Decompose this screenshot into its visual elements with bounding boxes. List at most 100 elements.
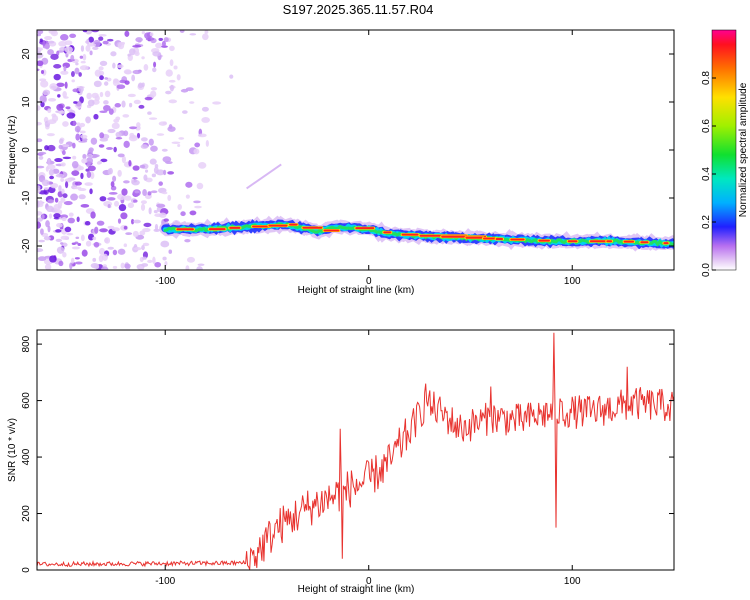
snr-panel: -100 0 100 0 200 400 600 800 Height of straight… <box>7 329 675 595</box>
noise-blob <box>80 45 85 52</box>
noise-blob <box>128 159 132 167</box>
noise-blob <box>141 244 145 251</box>
noise-blob <box>128 48 136 56</box>
noise-blob <box>156 203 166 208</box>
noise-blob <box>62 251 67 258</box>
noise-blob <box>148 207 152 215</box>
noise-blob <box>123 180 130 184</box>
noise-blob <box>144 32 151 39</box>
noise-blob <box>103 105 111 112</box>
noise-blob <box>150 90 157 98</box>
noise-blob <box>38 155 44 160</box>
noise-blob <box>98 66 104 71</box>
noise-blob <box>58 260 64 267</box>
noise-blob <box>72 120 77 127</box>
noise-blob <box>92 257 97 262</box>
noise-blob <box>46 164 56 170</box>
noise-blob <box>113 78 119 84</box>
noise-blob <box>62 90 67 98</box>
noise-blob <box>171 141 181 144</box>
noise-blob <box>204 30 209 34</box>
noise-blob <box>165 90 172 95</box>
noise-blob <box>63 200 73 206</box>
noise-blob <box>176 74 181 81</box>
noise-blob <box>177 144 181 147</box>
snr-ticks: -100 0 100 0 200 400 600 800 <box>21 330 674 587</box>
noise-blob <box>70 54 75 61</box>
noise-blob <box>143 222 152 228</box>
noise-blob <box>49 83 58 91</box>
noise-blob <box>50 30 59 37</box>
noise-blob <box>115 131 122 138</box>
noise-blob <box>92 46 99 51</box>
noise-blob <box>103 81 109 86</box>
noise-blob <box>125 232 133 236</box>
noise-blob <box>163 169 167 176</box>
noise-blob <box>42 89 51 96</box>
spectrogram-ytick-label: 0 <box>21 147 32 153</box>
noise-blob <box>185 265 190 270</box>
noise-blob <box>196 182 204 190</box>
noise-blob <box>107 225 115 230</box>
noise-blob <box>132 165 140 171</box>
noise-blob <box>98 36 104 41</box>
noise-blob <box>62 144 70 147</box>
noise-blob <box>179 30 185 33</box>
noise-blob <box>37 221 42 229</box>
noise-blob <box>52 168 60 174</box>
spectral-hot-red <box>355 227 375 230</box>
noise-blob <box>121 100 126 108</box>
noise-blob <box>41 213 45 220</box>
noise-blob <box>61 216 67 222</box>
noise-blob <box>113 146 117 153</box>
noise-blob <box>60 214 69 219</box>
noise-blob <box>140 137 148 142</box>
noise-blob <box>62 156 72 160</box>
noise-blob <box>60 197 66 203</box>
noise-blob <box>64 46 73 54</box>
noise-blob <box>118 203 127 212</box>
noise-blob <box>58 110 65 115</box>
noise-blob <box>47 158 51 166</box>
noise-blob <box>58 40 67 47</box>
noise-blob <box>189 101 195 104</box>
noise-blob <box>85 240 92 247</box>
noise-blob <box>112 249 118 256</box>
noise-blob <box>186 256 196 263</box>
noise-blob <box>143 174 148 181</box>
noise-region <box>37 30 234 270</box>
noise-blob <box>41 179 50 187</box>
noise-blob <box>49 175 55 180</box>
noise-blob <box>151 173 157 178</box>
noise-blob <box>53 64 62 69</box>
noise-blob <box>58 185 62 192</box>
noise-blob <box>123 69 132 75</box>
noise-blob <box>86 170 92 179</box>
noise-blob <box>158 181 163 186</box>
noise-blob <box>144 96 153 101</box>
noise-blob <box>138 104 145 109</box>
noise-blob <box>127 202 135 209</box>
spectrogram-xtick-label: -100 <box>155 276 175 287</box>
noise-blob <box>117 41 125 50</box>
spectrogram-ytick-label: -10 <box>21 190 32 205</box>
noise-blob <box>201 117 210 123</box>
noise-blob <box>148 117 158 120</box>
noise-blob <box>82 53 87 61</box>
noise-blob <box>44 43 50 49</box>
noise-blob <box>39 78 47 82</box>
noise-blob <box>80 134 88 139</box>
noise-blob <box>90 137 98 145</box>
noise-blob <box>142 227 151 233</box>
noise-blob <box>60 235 70 240</box>
colorbar-tick-label: 0.4 <box>701 167 712 181</box>
noise-blob <box>136 122 141 128</box>
noise-blob <box>56 246 65 254</box>
noise-blob <box>65 106 71 110</box>
noise-blob <box>94 69 102 77</box>
noise-blob <box>155 169 165 176</box>
noise-blob <box>102 40 109 45</box>
snr-ytick-label: 200 <box>21 505 32 522</box>
noise-blob <box>113 118 120 123</box>
noise-blob <box>46 144 56 152</box>
